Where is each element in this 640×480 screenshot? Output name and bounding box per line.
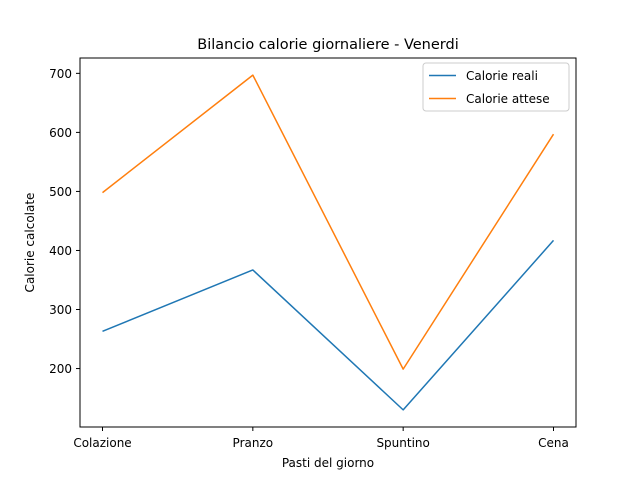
x-tick-label: Colazione bbox=[73, 436, 131, 450]
series-line-0 bbox=[102, 239, 555, 411]
y-axis-label: Calorie calcolate bbox=[23, 193, 37, 293]
y-tick-label: 200 bbox=[49, 362, 72, 376]
y-tick-label: 700 bbox=[49, 67, 72, 81]
plot-frame bbox=[79, 57, 577, 428]
legend-label: Calorie attese bbox=[466, 92, 550, 106]
legend: Calorie reali Calorie attese bbox=[422, 62, 570, 112]
y-tick-label: 300 bbox=[49, 303, 72, 317]
x-axis-label: Pasti del giorno bbox=[282, 456, 374, 470]
legend-box bbox=[422, 62, 570, 112]
x-tick-label: Cena bbox=[538, 436, 569, 450]
x-tick-label: Pranzo bbox=[233, 436, 274, 450]
y-tick-label: 400 bbox=[49, 244, 72, 258]
y-tick-label: 600 bbox=[49, 126, 72, 140]
x-axis: Colazione Pranzo Spuntino Cena bbox=[73, 427, 569, 450]
series-line-1 bbox=[102, 74, 555, 370]
y-tick-label: 500 bbox=[49, 185, 72, 199]
y-axis: 200 300 400 500 600 700 bbox=[49, 67, 80, 376]
plot-area bbox=[102, 74, 555, 411]
x-tick-label: Spuntino bbox=[376, 436, 429, 450]
chart-title: Bilancio calorie giornaliere - Venerdi bbox=[197, 37, 458, 53]
legend-label: Calorie reali bbox=[466, 69, 538, 83]
